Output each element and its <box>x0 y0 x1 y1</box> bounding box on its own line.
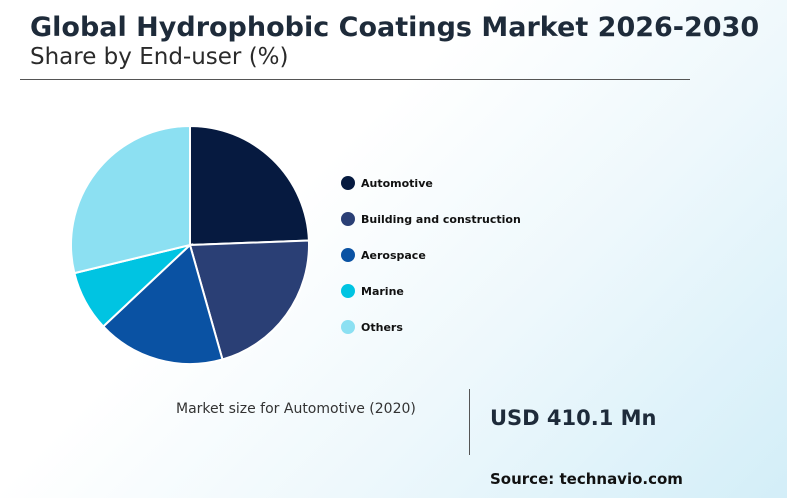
legend-item-others: Others <box>341 318 521 336</box>
pie-slice-building-and-construction <box>188 239 310 361</box>
pie-slice-automotive <box>189 124 310 247</box>
legend-swatch <box>341 248 355 262</box>
legend-label: Automotive <box>361 176 433 190</box>
legend-item-automotive: Automotive <box>341 174 521 192</box>
legend-item-marine: Marine <box>341 282 521 300</box>
legend-label: Building and construction <box>361 212 521 226</box>
legend-swatch <box>341 284 355 298</box>
legend-item-building-and-construction: Building and construction <box>341 210 521 228</box>
chart-subtitle: Share by End-user (%) <box>30 44 289 70</box>
market-size-divider <box>469 389 470 455</box>
legend-swatch <box>341 212 355 226</box>
pie-slice-others <box>70 124 191 275</box>
pie-slice-aerospace <box>101 243 224 365</box>
market-size-value: USD 410.1 Mn <box>490 406 657 430</box>
chart-legend: Automotive Building and construction Aer… <box>341 174 521 354</box>
chart-title: Global Hydrophobic Coatings Market 2026-… <box>30 12 760 43</box>
legend-swatch <box>341 320 355 334</box>
legend-label: Others <box>361 320 403 334</box>
market-size-label: Market size for Automotive (2020) <box>176 401 416 417</box>
legend-swatch <box>341 176 355 190</box>
source-credit: Source: technavio.com <box>490 470 683 488</box>
legend-label: Aerospace <box>361 248 426 262</box>
title-divider <box>20 79 690 80</box>
legend-item-aerospace: Aerospace <box>341 246 521 264</box>
legend-label: Marine <box>361 284 404 298</box>
